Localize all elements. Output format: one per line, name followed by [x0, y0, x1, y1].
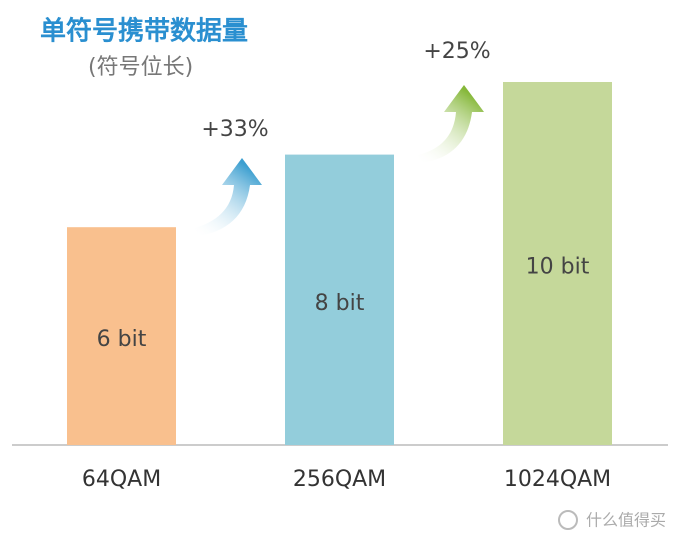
chart-subtitle: (符号位长) [88, 55, 193, 80]
chart-title: 单符号携带数据量 [40, 16, 248, 47]
watermark-icon [558, 510, 578, 530]
arrow [418, 85, 484, 163]
bar [285, 154, 394, 445]
annotation: +33% [201, 117, 268, 142]
value-label: 8 bit [315, 291, 365, 316]
x-tick-label: 256QAM [293, 467, 386, 492]
x-tick-label: 64QAM [82, 467, 161, 492]
value-label: 10 bit [526, 255, 590, 280]
annotation: +25% [423, 39, 490, 64]
watermark: 什么值得买 [586, 511, 666, 530]
bar [67, 227, 176, 445]
arrow [195, 158, 262, 236]
bar [503, 82, 612, 445]
value-label: 6 bit [97, 327, 147, 352]
x-tick-label: 1024QAM [504, 467, 611, 492]
